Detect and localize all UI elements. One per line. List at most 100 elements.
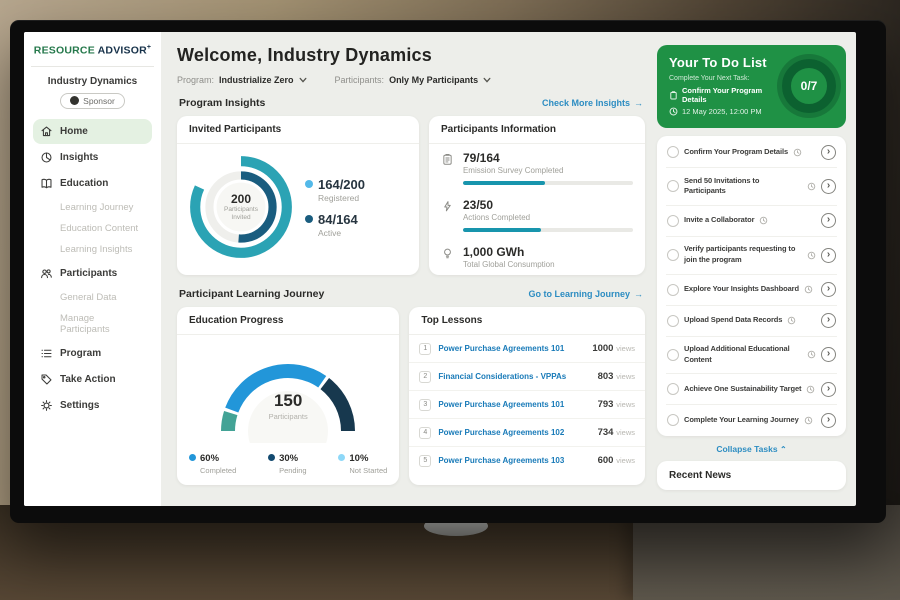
sidebar-item-label: Education bbox=[60, 177, 109, 189]
todo-next-task: Confirm Your Program Details bbox=[682, 86, 763, 104]
todo-progress-count: 0/7 bbox=[800, 78, 818, 93]
task-row: Achieve One Sustainability Target › bbox=[666, 374, 837, 406]
lesson-link[interactable]: Power Purchase Agreements 102 bbox=[438, 428, 565, 437]
sidebar-item-learning-insights[interactable]: Learning Insights bbox=[60, 243, 133, 255]
lesson-link[interactable]: Power Purchase Agreements 101 bbox=[438, 400, 565, 409]
todo-due-date: 12 May 2025, 12:00 PM bbox=[682, 107, 762, 116]
donut-registered-arc bbox=[190, 156, 292, 258]
sidebar-item-education-content[interactable]: Education Content bbox=[60, 222, 139, 234]
task-row: Invite a Collaborator › bbox=[666, 206, 837, 237]
sidebar-item-label: Home bbox=[60, 125, 88, 137]
card-title: Invited Participants bbox=[177, 116, 419, 144]
task-open-button[interactable]: › bbox=[821, 313, 836, 328]
list-icon bbox=[40, 347, 53, 360]
task-row: Send 50 Invitations to Participants › bbox=[666, 168, 837, 206]
task-checkbox[interactable] bbox=[667, 180, 679, 193]
filter-value: Only My Participants bbox=[389, 75, 479, 85]
dashboard-screen: RESOURCE ADVISOR+ Industry Dynamics Spon… bbox=[24, 32, 856, 506]
task-open-button[interactable]: › bbox=[821, 282, 836, 297]
progress-track bbox=[462, 228, 633, 232]
card-title: Education Progress bbox=[177, 307, 400, 335]
sidebar-item-learning-journey[interactable]: Learning Journey bbox=[60, 201, 134, 213]
todo-summary-card: Your To Do List Complete Your Next Task:… bbox=[657, 45, 846, 128]
donut-active-arc bbox=[205, 171, 277, 243]
donut-center-value: 200 bbox=[230, 191, 252, 206]
lesson-link[interactable]: Power Purchase Agreements 101 bbox=[438, 344, 565, 353]
legend-dot bbox=[189, 454, 196, 461]
progress-track bbox=[462, 181, 633, 185]
task-open-button[interactable]: › bbox=[821, 247, 836, 263]
program-filter-dropdown[interactable]: Program: Industrialize Zero bbox=[177, 75, 307, 85]
invited-participants-donut-chart: 200 Participants Invited bbox=[185, 151, 297, 263]
participants-filter-dropdown[interactable]: Participants: Only My Participants bbox=[335, 75, 492, 85]
task-checkbox[interactable] bbox=[667, 146, 679, 158]
filter-label: Participants: bbox=[334, 75, 385, 85]
filter-value: Industrialize Zero bbox=[219, 75, 294, 85]
task-checkbox[interactable] bbox=[667, 314, 679, 327]
task-open-button[interactable]: › bbox=[821, 412, 836, 428]
sponsor-label: Sponsor bbox=[83, 95, 115, 106]
clipboard-icon bbox=[669, 90, 678, 100]
clock-icon bbox=[787, 316, 796, 325]
filters-row: Program: Industrialize Zero Participants… bbox=[177, 75, 645, 85]
gear-icon bbox=[40, 399, 53, 412]
gauge-center-label: Participants bbox=[268, 412, 308, 421]
todo-panel: Your To Do List Complete Your Next Task:… bbox=[657, 32, 856, 506]
recent-news-card: Recent News bbox=[657, 461, 846, 491]
task-row: Verify participants requesting to join t… bbox=[666, 237, 837, 275]
insights-icon bbox=[40, 151, 53, 164]
sidebar-item-education[interactable]: Education bbox=[33, 171, 152, 196]
collapse-tasks-link[interactable]: Collapse Tasks ⌃ bbox=[716, 444, 787, 455]
top-lessons-card: Top Lessons 1 Power Purchase Agreements … bbox=[409, 307, 645, 485]
go-to-learning-journey-link[interactable]: Go to Learning Journey → bbox=[528, 289, 643, 299]
sidebar-item-label: Participants bbox=[60, 267, 118, 279]
sidebar-item-manage-participants[interactable]: Manage Participants bbox=[60, 312, 110, 335]
sidebar-item-program[interactable]: Program bbox=[33, 341, 152, 366]
task-checkbox[interactable] bbox=[667, 214, 679, 227]
sidebar-item-home[interactable]: Home bbox=[33, 118, 152, 144]
sidebar-item-settings[interactable]: Settings bbox=[33, 393, 152, 418]
task-checkbox[interactable] bbox=[667, 414, 679, 427]
legend-dot bbox=[338, 454, 346, 461]
stat-label: Total Global Consumption bbox=[462, 260, 555, 269]
sidebar-item-general-data[interactable]: General Data bbox=[60, 291, 117, 303]
actions-icon bbox=[441, 198, 455, 232]
clock-icon bbox=[793, 148, 802, 157]
task-checkbox[interactable] bbox=[667, 348, 679, 361]
task-open-button[interactable]: › bbox=[821, 381, 836, 397]
sidebar-item-insights[interactable]: Insights bbox=[33, 145, 152, 170]
sidebar-item-label: Take Action bbox=[60, 373, 116, 385]
legend-item-pending: 30% Pending bbox=[268, 453, 307, 475]
task-open-button[interactable]: › bbox=[821, 347, 836, 363]
todo-title: Your To Do List bbox=[669, 55, 767, 70]
task-open-button[interactable]: › bbox=[821, 213, 836, 229]
check-more-insights-link[interactable]: Check More Insights → bbox=[541, 98, 643, 108]
sponsor-icon bbox=[70, 96, 80, 105]
lesson-link[interactable]: Power Purchase Agreements 103 bbox=[438, 456, 565, 465]
arrow-right-icon: → bbox=[634, 98, 643, 108]
sidebar-item-participants[interactable]: Participants bbox=[33, 261, 152, 286]
sidebar-item-label: Settings bbox=[60, 399, 100, 411]
task-checkbox[interactable] bbox=[667, 383, 679, 396]
task-open-button[interactable]: › bbox=[821, 144, 836, 160]
task-row: Explore Your Insights Dashboard › bbox=[666, 275, 837, 306]
lesson-row: 2 Financial Considerations - VPPAs 803 v… bbox=[409, 363, 645, 391]
legend-dot bbox=[305, 214, 313, 223]
todo-subtitle: Complete Your Next Task: bbox=[669, 75, 750, 82]
lesson-rank: 2 bbox=[419, 370, 432, 383]
book-icon bbox=[40, 177, 53, 190]
gauge-arcs bbox=[221, 364, 356, 432]
lesson-rank: 1 bbox=[419, 342, 432, 355]
legend-item-completed: 60% Completed bbox=[189, 453, 236, 475]
task-open-button[interactable]: › bbox=[821, 178, 836, 194]
section-title-learning-journey: Participant Learning Journey bbox=[179, 288, 325, 300]
section-title-program-insights: Program Insights bbox=[179, 97, 266, 109]
chevron-up-icon: ⌃ bbox=[779, 445, 787, 455]
task-checkbox[interactable] bbox=[667, 283, 679, 296]
clock-icon bbox=[807, 251, 816, 260]
lesson-row: 3 Power Purchase Agreements 101 793 view… bbox=[409, 391, 645, 419]
sidebar-item-take-action[interactable]: Take Action bbox=[33, 367, 152, 392]
task-checkbox[interactable] bbox=[667, 249, 679, 262]
sidebar: RESOURCE ADVISOR+ Industry Dynamics Spon… bbox=[24, 32, 161, 506]
lesson-link[interactable]: Financial Considerations - VPPAs bbox=[438, 372, 567, 381]
